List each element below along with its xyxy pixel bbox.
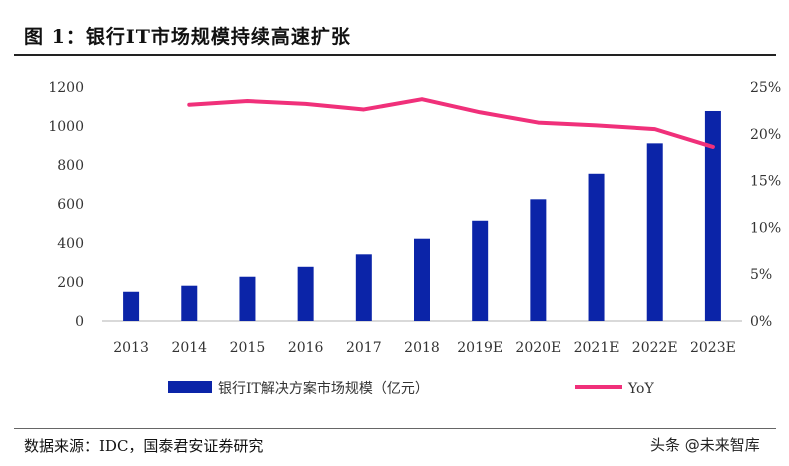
x-tick-label: 2021E xyxy=(574,340,620,356)
left-tick-label: 800 xyxy=(57,158,84,174)
right-tick-label: 15% xyxy=(750,174,781,190)
bar xyxy=(414,238,430,321)
x-tick-label: 2018 xyxy=(404,340,440,356)
x-tick-label: 2016 xyxy=(288,340,324,356)
x-tick-label: 2023E xyxy=(690,340,736,356)
watermark: 头条 @未来智库 xyxy=(650,436,760,454)
x-tick-label: 2019E xyxy=(457,340,503,356)
right-tick-label: 10% xyxy=(750,220,781,236)
bar xyxy=(297,266,314,321)
x-tick-label: 2014 xyxy=(171,340,207,356)
right-tick-label: 20% xyxy=(750,127,781,143)
x-tick-label: 2022E xyxy=(632,340,678,356)
x-tick-label: 2017 xyxy=(346,340,382,356)
figure-title: 图 1：银行IT市场规模持续高速扩张 xyxy=(24,26,351,48)
right-tick-label: 25% xyxy=(750,80,781,96)
source-note: 数据来源：IDC，国泰君安证券研究 xyxy=(24,437,264,455)
right-tick-label: 0% xyxy=(750,314,772,330)
left-tick-label: 0 xyxy=(75,314,84,330)
bar xyxy=(239,276,256,321)
bar xyxy=(355,254,372,321)
left-tick-label: 1200 xyxy=(48,80,84,96)
legend-swatch-bar xyxy=(168,381,212,393)
x-tick-label: 2020E xyxy=(515,340,561,356)
x-tick-label: 2015 xyxy=(230,340,266,356)
bar xyxy=(123,291,140,321)
bar xyxy=(472,220,489,321)
bar xyxy=(530,199,547,321)
bar xyxy=(704,110,721,321)
bar xyxy=(181,285,198,321)
left-tick-label: 600 xyxy=(57,197,84,213)
chart: 0 200 400 600 800 1000 1200 0% 5% 10% 15% 20% 25% 201… xyxy=(48,80,781,397)
bar xyxy=(646,143,663,321)
title-divider xyxy=(14,54,776,56)
yoy-line xyxy=(187,97,715,149)
footer-divider xyxy=(14,428,776,429)
legend-label-line: YoY xyxy=(627,381,654,397)
right-tick-label: 5% xyxy=(750,267,772,283)
legend-label-bar: 银行IT解决方案市场规模（亿元） xyxy=(218,380,429,397)
bar xyxy=(588,173,605,321)
left-tick-label: 200 xyxy=(57,275,84,291)
left-tick-label: 1000 xyxy=(48,119,84,135)
x-tick-label: 2013 xyxy=(113,340,149,356)
left-tick-label: 400 xyxy=(57,236,84,252)
